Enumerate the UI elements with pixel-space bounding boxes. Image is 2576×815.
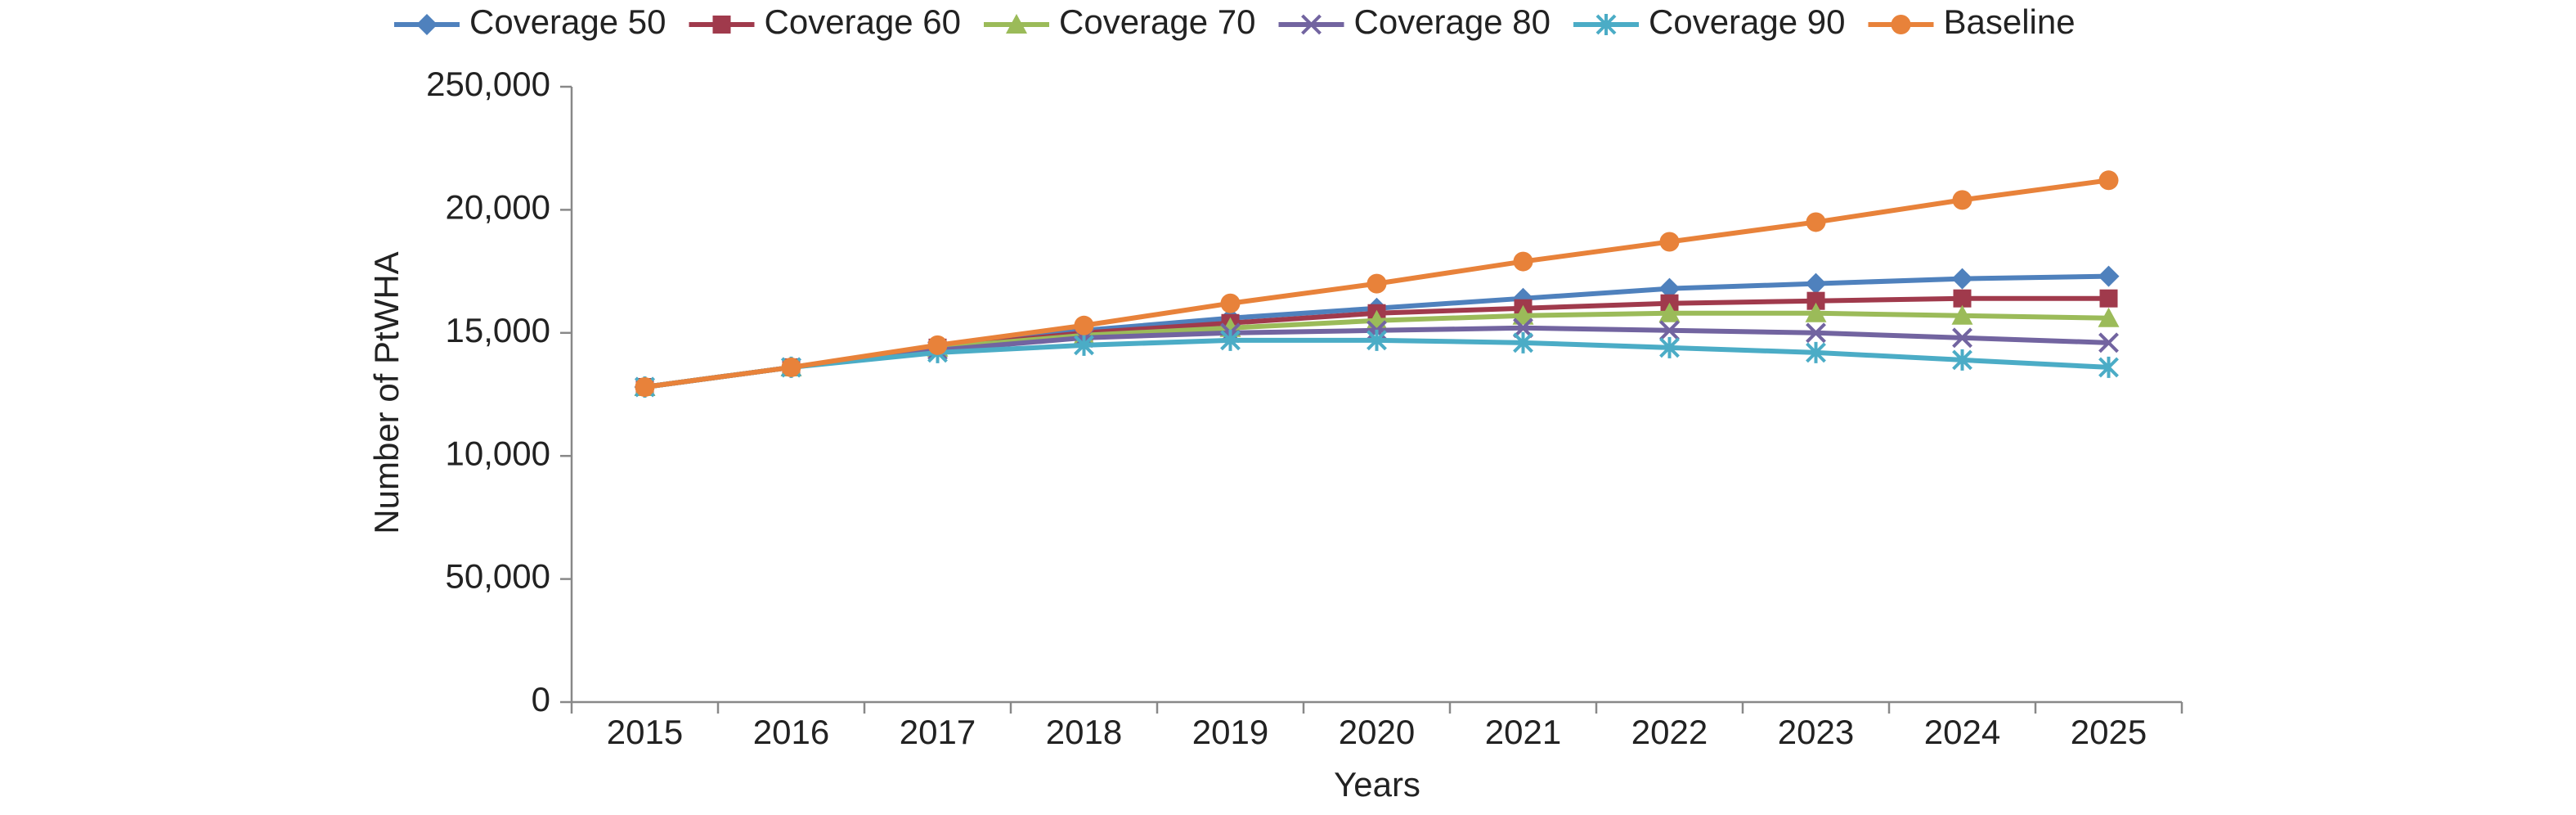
marker [1952,349,1972,371]
marker [2098,307,2120,327]
marker [1006,14,1027,34]
marker [1951,268,1973,290]
legend-label: Coverage 80 [1354,2,1551,41]
series [635,170,2119,397]
marker [781,357,801,377]
legend-item: Coverage 90 [1573,2,1846,41]
legend-label: Coverage 60 [765,2,962,41]
marker [1805,302,1827,322]
legend-item: Baseline [1868,2,2076,41]
marker [1074,315,1094,335]
x-tick-label: 2022 [1631,713,1708,751]
legend-label: Coverage 90 [1649,2,1846,41]
marker [1367,273,1387,294]
marker [1806,341,1826,363]
marker [2098,332,2119,353]
marker [635,376,655,397]
marker [1513,331,1533,353]
y-tick-label: 50,000 [446,557,550,596]
marker [1595,14,1617,35]
legend-label: Coverage 70 [1059,2,1256,41]
marker [927,335,948,355]
marker [712,16,731,34]
marker [1953,289,1972,308]
y-tick-label: 250,000 [426,65,550,103]
x-axis-label: Years [1334,765,1420,804]
x-tick-label: 2019 [1192,713,1268,751]
marker [1301,14,1322,35]
x-tick-label: 2018 [1046,713,1122,751]
marker [1891,15,1911,34]
x-tick-label: 2015 [607,713,683,751]
marker [1805,272,1827,295]
marker [416,14,438,35]
marker [1658,277,1681,299]
series [635,329,2119,398]
marker [1512,304,1534,325]
marker [1220,293,1241,313]
y-tick-label: 0 [532,680,550,718]
marker [1659,320,1680,341]
x-tick-label: 2017 [900,713,976,751]
x-tick-label: 2016 [753,713,829,751]
marker [1513,317,1533,339]
y-tick-label: 10,000 [446,434,550,472]
legend-item: Coverage 50 [394,2,666,41]
marker [1952,327,1972,349]
legend-label: Coverage 50 [469,2,666,41]
x-tick-label: 2024 [1924,713,2000,751]
marker [1806,291,1825,310]
marker [1074,334,1094,356]
marker [1659,336,1680,358]
marker [2098,170,2119,191]
marker [1513,251,1533,272]
y-tick-label: 20,000 [446,187,550,226]
legend-item: Coverage 80 [1278,2,1551,41]
marker [1951,304,1973,325]
legend-item: Coverage 70 [984,2,1256,41]
x-tick-label: 2025 [2071,713,2147,751]
marker [2098,356,2119,378]
legend-label: Baseline [1944,2,2076,41]
legend-item: Coverage 60 [689,2,962,41]
marker [1658,302,1681,322]
marker [1806,322,1826,344]
marker [2099,289,2118,308]
marker [1952,190,1972,210]
marker [1806,212,1826,232]
marker [1220,329,1241,351]
marker [2098,265,2120,287]
x-tick-label: 2020 [1339,713,1415,751]
y-axis-label: Number of PtWHA [367,251,406,534]
marker [1659,232,1680,252]
x-tick-label: 2023 [1778,713,1854,751]
y-tick-label: 15,000 [446,311,550,349]
marker [1367,329,1387,351]
x-tick-label: 2021 [1485,713,1561,751]
